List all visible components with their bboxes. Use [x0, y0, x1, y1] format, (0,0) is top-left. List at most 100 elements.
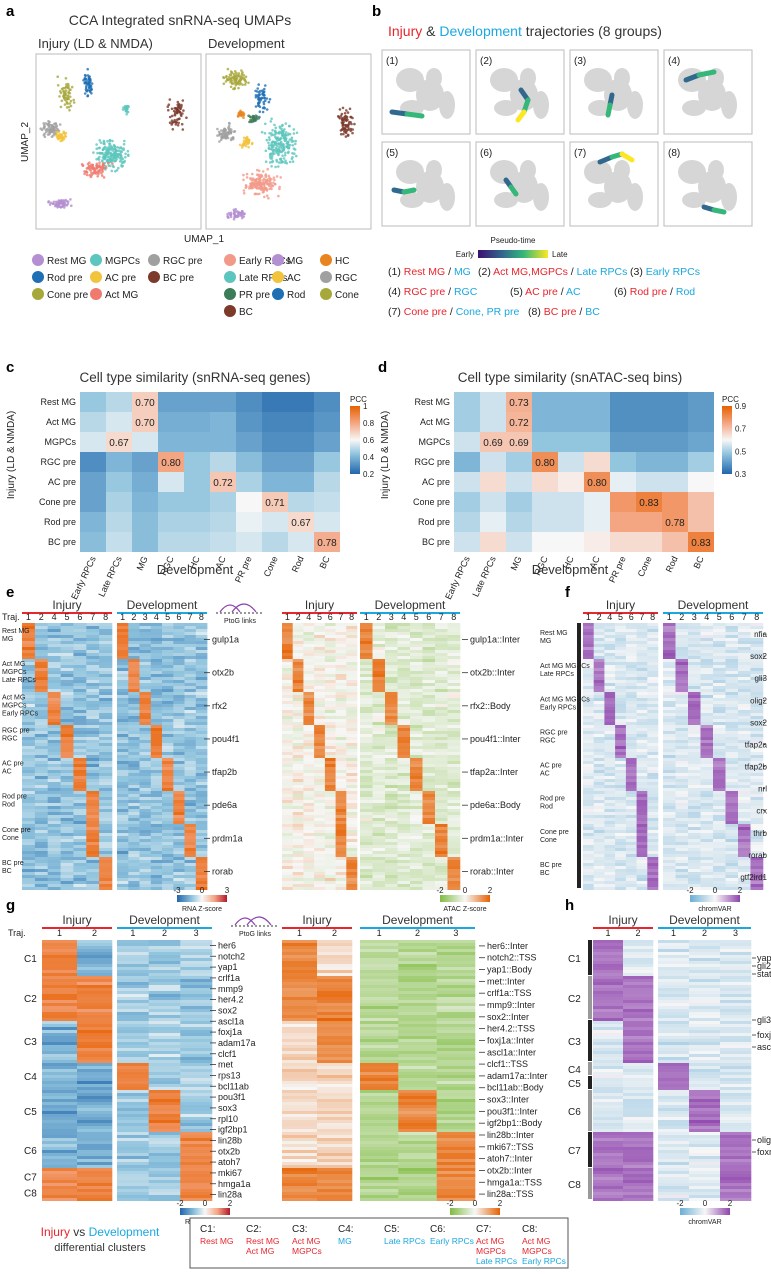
heatmap-block	[162, 704, 174, 707]
heatmap-block	[47, 677, 61, 680]
trajectory-mapping-sep: /	[568, 266, 577, 278]
traj-title-injury: Injury	[388, 23, 422, 39]
heatmap-block	[397, 638, 411, 641]
heatmap-cell	[314, 452, 340, 472]
heatmap-block	[128, 689, 140, 692]
heatmap-block	[335, 821, 347, 824]
heatmap-block	[385, 734, 398, 737]
heatmap-block	[47, 845, 61, 848]
heatmap-block	[73, 734, 87, 737]
heatmap-block	[372, 665, 386, 668]
heatmap-block	[324, 680, 336, 683]
heatmap-block	[335, 860, 347, 863]
heatmap-block	[314, 818, 326, 821]
heatmap-block	[34, 752, 49, 755]
umap-point	[96, 175, 99, 178]
umap-silhouette-blob	[721, 91, 737, 119]
heatmap-block	[195, 692, 208, 695]
heatmap-block	[184, 710, 197, 713]
heatmap-block	[184, 659, 197, 662]
heatmap-block	[162, 725, 174, 728]
heatmap-cell	[80, 512, 106, 532]
heatmap-block	[422, 728, 436, 731]
heatmap-block	[73, 866, 87, 869]
heatmap-block	[314, 776, 326, 779]
heatmap-block	[139, 719, 152, 722]
heatmap-block	[435, 824, 448, 827]
heatmap-block	[173, 800, 185, 803]
heatmap-block	[447, 632, 461, 635]
heatmap-block	[139, 665, 152, 668]
heatmap-block	[99, 707, 113, 710]
heatmap-block	[303, 746, 315, 749]
heatmap-block	[604, 686, 616, 689]
heatmap-block	[604, 692, 616, 695]
umap-point	[124, 152, 127, 156]
umap-point	[254, 114, 258, 117]
heatmap-block	[184, 737, 197, 740]
heatmap-block	[346, 692, 358, 695]
heatmap-cell	[314, 412, 340, 432]
d-xlabel: Development	[532, 562, 609, 577]
heatmap-block	[397, 803, 411, 806]
heatmap-block	[47, 866, 61, 869]
heatmap-cell	[636, 472, 662, 492]
heatmap-block	[282, 860, 293, 863]
heatmap-block	[435, 857, 448, 860]
heatmap-cell	[506, 512, 532, 532]
umap-right-title: Development	[208, 36, 285, 51]
heatmap-block	[360, 731, 373, 734]
heatmap-block	[282, 836, 293, 839]
heatmap-block	[47, 713, 61, 716]
heatmap-block	[47, 869, 61, 872]
umap-point	[121, 157, 125, 161]
heatmap-block	[385, 833, 398, 836]
heatmap-block	[385, 746, 398, 749]
umap-point	[108, 155, 111, 158]
heatmap-block	[184, 713, 197, 716]
umap-point	[99, 141, 103, 144]
heatmap-block	[447, 824, 461, 827]
umap-point	[255, 180, 258, 183]
heatmap-block	[397, 827, 411, 830]
heatmap-block	[128, 830, 140, 833]
heatmap-block	[34, 788, 49, 791]
heatmap-block	[47, 722, 61, 725]
umap-point	[56, 127, 59, 131]
heatmap-block	[636, 677, 648, 680]
heatmap-block	[410, 662, 423, 665]
heatmap-block	[162, 674, 174, 677]
heatmap-block	[184, 668, 197, 671]
heatmap-block	[184, 653, 197, 656]
umap-point	[264, 84, 267, 87]
heatmap-block	[397, 848, 411, 851]
heatmap-block	[128, 776, 140, 779]
heatmap-block	[604, 779, 616, 782]
heatmap-block	[86, 878, 100, 881]
heatmap-block	[34, 734, 49, 737]
heatmap-block	[128, 827, 140, 830]
heatmap-block	[292, 653, 304, 656]
heatmap-block	[162, 695, 174, 698]
heatmap-block	[604, 635, 616, 638]
heatmap-block	[282, 623, 293, 626]
heatmap-block	[615, 698, 627, 701]
heatmap-block	[173, 860, 185, 863]
trajectory-id: (1)	[386, 56, 398, 67]
heatmap-block	[410, 632, 423, 635]
heatmap-block	[346, 704, 358, 707]
heatmap-block	[282, 866, 293, 869]
heatmap-block	[282, 881, 293, 884]
heatmap-block	[86, 812, 100, 815]
traj-number: 6	[328, 612, 333, 622]
heatmap-block	[422, 722, 436, 725]
umap-point	[287, 150, 290, 154]
umap-point	[56, 206, 59, 209]
heatmap-block	[360, 848, 373, 851]
umap-point	[115, 169, 119, 172]
heatmap-block	[372, 734, 386, 737]
umap-point	[102, 154, 106, 157]
heatmap-block	[139, 878, 152, 881]
heatmap-block	[22, 650, 36, 653]
heatmap-block	[447, 758, 461, 761]
